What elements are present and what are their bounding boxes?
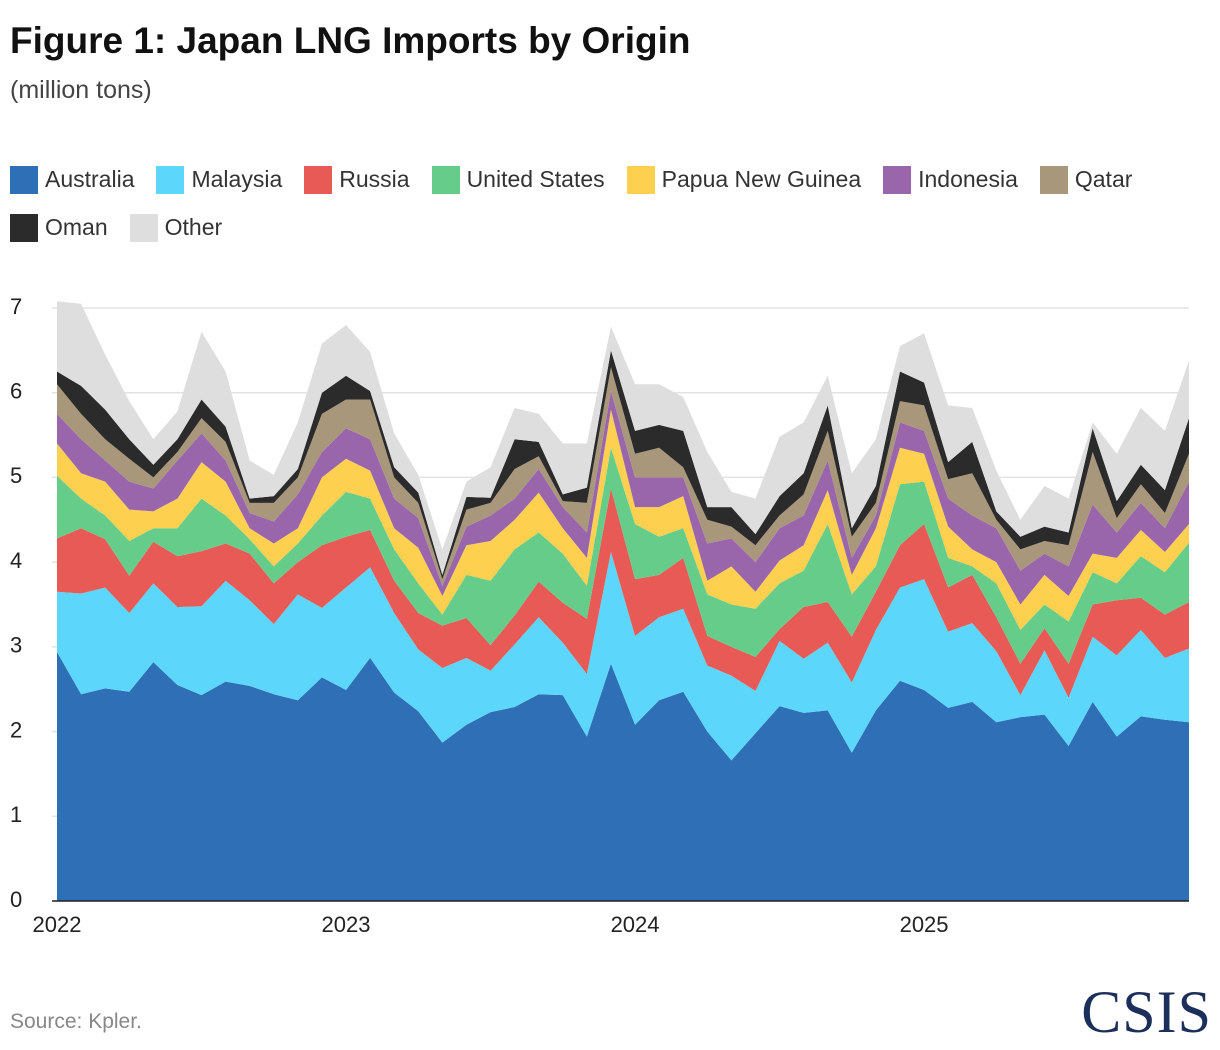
- logo: CSIS: [1081, 979, 1212, 1045]
- legend-label: Australia: [45, 166, 135, 192]
- y-tick-label: 1: [10, 802, 22, 827]
- x-tick-label: 2025: [900, 912, 949, 937]
- legend-item: Malaysia: [156, 165, 282, 194]
- area: [57, 409, 1189, 630]
- area: [57, 651, 1189, 901]
- legend-item: Papua New Guinea: [626, 165, 862, 194]
- legend-item: Australia: [10, 165, 134, 194]
- legend-label: United States: [466, 166, 605, 192]
- x-tick-label: 2023: [322, 912, 371, 937]
- legend-label: Other: [164, 214, 223, 240]
- legend: Australia Malaysia Russia United States Papu…: [10, 165, 1215, 242]
- x-tick-label: 2024: [611, 912, 660, 937]
- legend-label: Oman: [45, 214, 108, 240]
- area: [57, 488, 1189, 698]
- legend-swatch: [10, 213, 38, 242]
- legend-item: Indonesia: [883, 165, 1018, 194]
- chart-subtitle: (million tons): [10, 76, 152, 104]
- y-tick-label: 3: [10, 633, 22, 658]
- chart: 0 1 2 3 4 5 6 7 2022 2023 2024 2025: [10, 294, 1189, 937]
- chart-title: Figure 1: Japan LNG Imports by Origin: [10, 20, 691, 61]
- y-tick-label: 7: [10, 294, 22, 319]
- area: [57, 350, 1189, 580]
- y-tick-label: 6: [10, 379, 22, 404]
- area: [57, 447, 1189, 664]
- y-tick-label: 0: [10, 887, 22, 912]
- legend-swatch: [883, 165, 912, 194]
- legend-label: Papua New Guinea: [661, 166, 862, 192]
- legend-item: Qatar: [1039, 165, 1133, 194]
- y-tick-label: 2: [10, 717, 22, 742]
- legend-label: Russia: [339, 166, 410, 192]
- legend-swatch: [129, 213, 158, 242]
- legend-item: Russia: [304, 165, 410, 194]
- source-note: Source: Kpler.: [10, 1010, 142, 1033]
- legend-swatch: [156, 165, 185, 194]
- legend-label: Malaysia: [191, 166, 283, 192]
- area: [57, 551, 1189, 761]
- legend-item: Other: [129, 213, 223, 242]
- legend-item: United States: [431, 165, 605, 194]
- x-tick-label: 2022: [33, 912, 82, 937]
- y-tick-label: 4: [10, 548, 22, 573]
- legend-swatch: [626, 165, 655, 194]
- legend-swatch: [431, 165, 460, 194]
- y-tick-label: 5: [10, 463, 22, 488]
- legend-swatch: [1039, 165, 1068, 194]
- area: [57, 301, 1189, 575]
- legend-label: Qatar: [1074, 166, 1133, 192]
- legend-swatch: [10, 165, 38, 194]
- area: [57, 391, 1189, 605]
- legend-item: Oman: [10, 213, 108, 242]
- legend-swatch: [304, 165, 333, 194]
- legend-label: Indonesia: [918, 166, 1018, 192]
- area: [57, 367, 1189, 586]
